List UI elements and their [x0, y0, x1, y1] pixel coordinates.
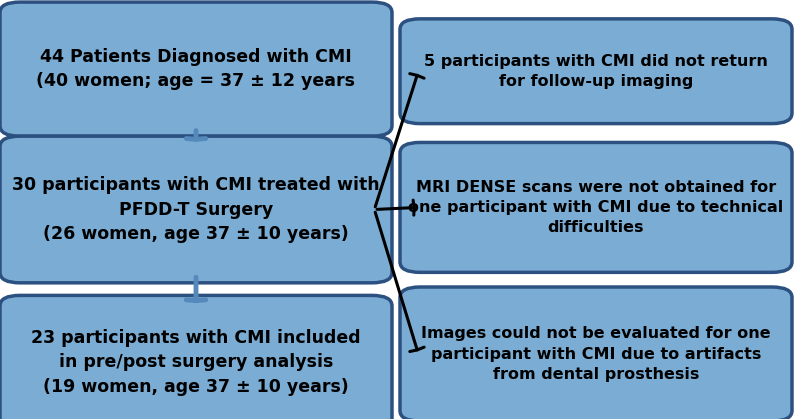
FancyBboxPatch shape [400, 142, 792, 272]
FancyBboxPatch shape [400, 287, 792, 419]
Text: MRI DENSE scans were not obtained for
one participant with CMI due to technical
: MRI DENSE scans were not obtained for on… [408, 179, 784, 235]
Text: 30 participants with CMI treated with
PFDD-T Surgery
(26 women, age 37 ± 10 year: 30 participants with CMI treated with PF… [12, 176, 380, 243]
Text: Images could not be evaluated for one
participant with CMI due to artifacts
from: Images could not be evaluated for one pa… [421, 326, 771, 382]
Text: 44 Patients Diagnosed with CMI
(40 women; age = 37 ± 12 years: 44 Patients Diagnosed with CMI (40 women… [37, 48, 355, 90]
FancyBboxPatch shape [0, 295, 392, 419]
FancyBboxPatch shape [0, 2, 392, 136]
Text: 5 participants with CMI did not return
for follow-up imaging: 5 participants with CMI did not return f… [424, 54, 768, 89]
Text: 23 participants with CMI included
in pre/post surgery analysis
(19 women, age 37: 23 participants with CMI included in pre… [31, 329, 361, 396]
FancyBboxPatch shape [400, 19, 792, 124]
FancyBboxPatch shape [0, 136, 392, 283]
